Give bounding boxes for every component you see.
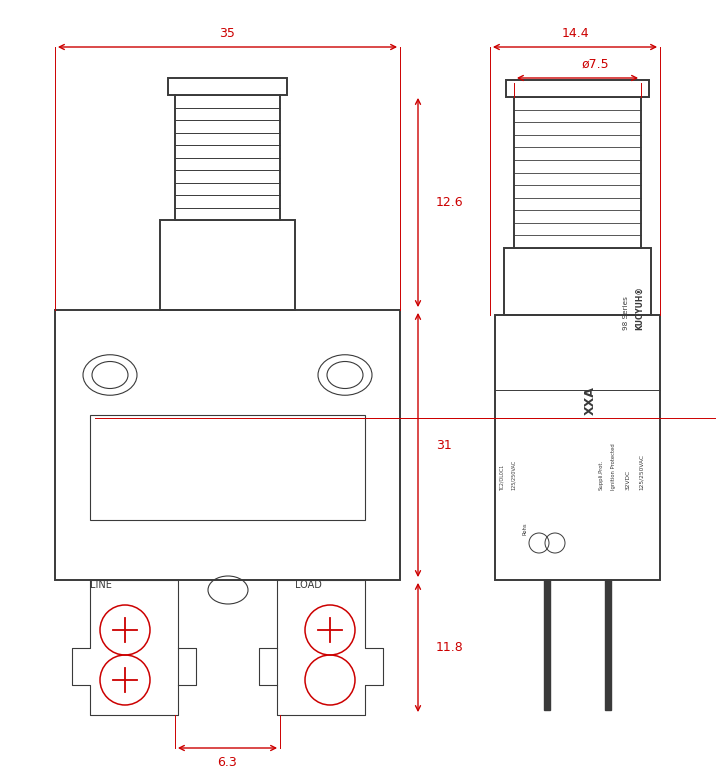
Text: LINE: LINE [90, 580, 112, 590]
Bar [160, 220, 295, 310]
Bar [55, 310, 400, 580]
Text: 12.6: 12.6 [436, 196, 464, 209]
Bar [605, 580, 611, 710]
Bar [168, 78, 287, 95]
Text: 98 Series: 98 Series [623, 296, 629, 330]
Bar [495, 315, 660, 580]
Text: Rohs: Rohs [523, 522, 528, 535]
Text: 32VDC: 32VDC [626, 470, 631, 490]
Text: 125/250VAC: 125/250VAC [511, 460, 516, 490]
Bar [90, 415, 365, 520]
Text: KUOYUH®: KUOYUH® [636, 286, 644, 330]
Text: ø7.5: ø7.5 [581, 58, 609, 71]
Text: TC2/OL0C1: TC2/OL0C1 [500, 464, 505, 490]
Text: 125/250VAC: 125/250VAC [639, 454, 644, 490]
Text: 6.3: 6.3 [217, 755, 238, 769]
Text: Suppli.Prot.: Suppli.Prot. [598, 460, 603, 490]
Text: 35: 35 [220, 26, 235, 40]
Text: XXA: XXA [583, 386, 596, 415]
Text: 31: 31 [436, 439, 451, 451]
Text: 14.4: 14.4 [561, 26, 589, 40]
Bar [544, 580, 550, 710]
Bar [506, 80, 649, 97]
Text: Ignition Protected: Ignition Protected [611, 443, 616, 490]
Text: LOAD: LOAD [295, 580, 322, 590]
Bar [504, 248, 651, 315]
Text: 11.8: 11.8 [436, 641, 464, 654]
